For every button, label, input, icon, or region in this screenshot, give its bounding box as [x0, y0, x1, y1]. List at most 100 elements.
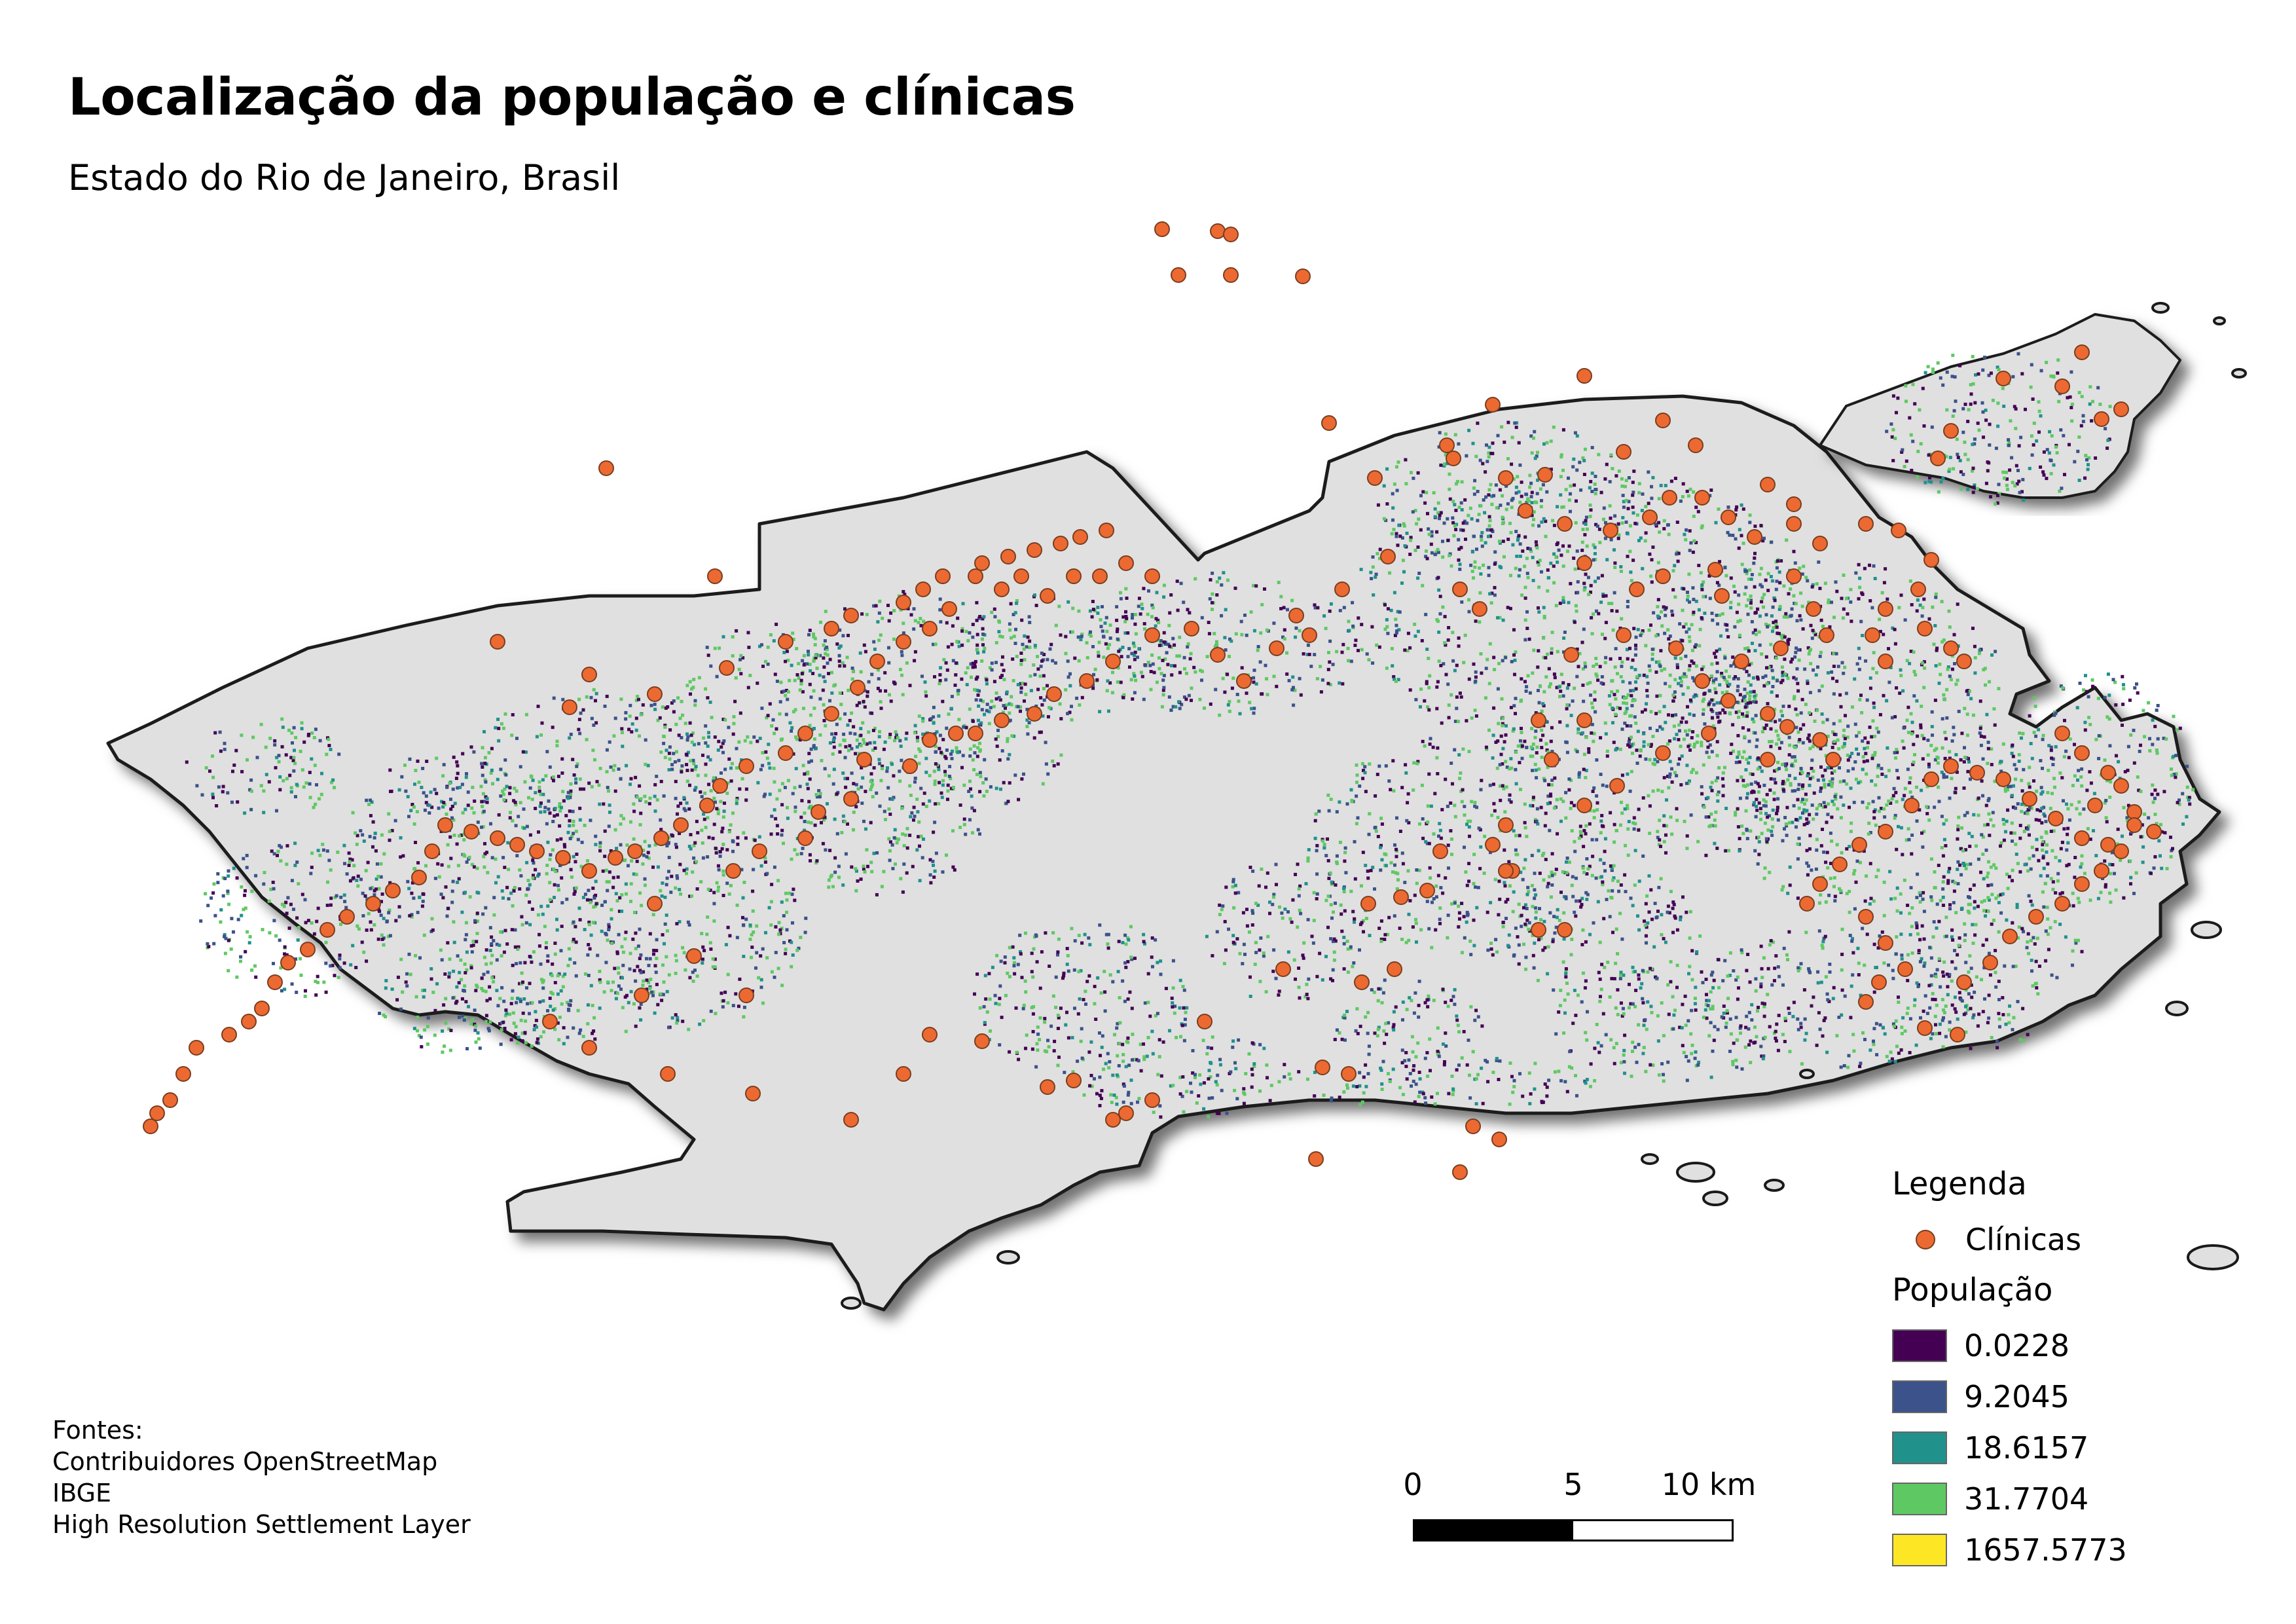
population-pixel [1752, 690, 1756, 693]
population-pixel [1780, 665, 1784, 669]
population-pixel [1703, 612, 1707, 615]
population-pixel [456, 771, 460, 775]
population-pixel [458, 834, 462, 838]
population-pixel [943, 754, 947, 758]
population-pixel [483, 800, 486, 803]
population-pixel [1671, 714, 1674, 717]
population-pixel [1598, 665, 1602, 669]
population-pixel [766, 714, 770, 718]
population-pixel [799, 678, 803, 682]
population-pixel [1619, 570, 1623, 573]
population-pixel [593, 758, 596, 762]
population-pixel [803, 662, 807, 666]
population-pixel [1843, 665, 1847, 669]
population-pixel [1620, 660, 1624, 664]
population-pixel [756, 739, 759, 743]
population-pixel [1565, 741, 1569, 745]
population-pixel [1682, 625, 1686, 629]
population-pixel [806, 786, 810, 790]
population-pixel [2037, 409, 2041, 413]
population-pixel [1131, 697, 1135, 701]
population-pixel [802, 707, 805, 710]
population-pixel [1685, 489, 1689, 493]
population-pixel [1631, 742, 1635, 746]
population-pixel [663, 756, 667, 760]
population-pixel [2017, 444, 2021, 448]
population-pixel [1079, 638, 1083, 642]
population-pixel [619, 697, 623, 701]
population-pixel [1256, 648, 1260, 652]
population-pixel [1436, 576, 1440, 580]
population-pixel [807, 650, 810, 654]
population-pixel [735, 798, 738, 802]
population-pixel [1748, 513, 1752, 517]
population-pixel [1833, 794, 1837, 798]
population-pixel [1183, 667, 1186, 671]
population-pixel [1419, 528, 1423, 532]
population-pixel [1897, 606, 1901, 610]
population-pixel [813, 637, 817, 640]
population-pixel [1775, 811, 1779, 815]
population-pixel [1582, 752, 1586, 756]
population-pixel [1653, 758, 1657, 762]
population-pixel [1632, 816, 1636, 820]
population-pixel [620, 727, 624, 731]
population-pixel [1773, 777, 1776, 781]
population-pixel [1770, 834, 1774, 838]
population-pixel [1400, 536, 1404, 540]
population-pixel [489, 822, 492, 826]
population-pixel [1783, 635, 1787, 639]
population-pixel [1670, 832, 1674, 836]
population-pixel [539, 904, 543, 908]
population-pixel [742, 831, 746, 835]
population-pixel [1981, 757, 1985, 761]
population-pixel [1775, 656, 1778, 660]
population-pixel [1944, 737, 1948, 741]
population-pixel [735, 766, 739, 770]
population-pixel [1501, 540, 1505, 544]
population-pixel [1782, 615, 1786, 619]
population-pixel [1835, 843, 1839, 847]
population-pixel [1536, 451, 1539, 454]
population-pixel [1667, 713, 1670, 717]
population-pixel [1926, 753, 1930, 757]
population-pixel [747, 646, 751, 650]
population-pixel [802, 654, 806, 657]
population-pixel [895, 733, 898, 737]
population-pixel [1085, 655, 1089, 659]
population-pixel [1666, 523, 1670, 526]
population-pixel [1660, 790, 1664, 794]
population-pixel [1775, 742, 1779, 746]
population-pixel [1768, 788, 1772, 792]
population-pixel [1190, 699, 1193, 703]
population-pixel [1630, 744, 1633, 748]
population-pixel [1899, 593, 1903, 597]
population-pixel [1774, 781, 1777, 784]
population-pixel [778, 700, 782, 704]
population-pixel [1054, 623, 1058, 627]
population-pixel [1636, 627, 1640, 631]
population-pixel [1670, 780, 1674, 784]
population-pixel [1249, 610, 1253, 614]
population-pixel [1994, 502, 1997, 506]
population-pixel [1529, 495, 1533, 498]
population-pixel [1747, 761, 1751, 765]
population-pixel [1718, 648, 1722, 651]
population-pixel [972, 744, 976, 748]
population-pixel [1512, 628, 1516, 632]
population-pixel [2121, 724, 2124, 727]
population-pixel [2094, 854, 2098, 858]
population-pixel [537, 830, 540, 834]
population-pixel [1986, 460, 1990, 464]
population-pixel [1811, 583, 1815, 587]
population-pixel [1511, 729, 1515, 733]
population-pixel [1970, 834, 1974, 838]
population-pixel [1863, 747, 1867, 750]
population-pixel [1525, 500, 1529, 504]
population-pixel [1011, 613, 1015, 616]
population-pixel [1188, 611, 1192, 615]
population-pixel [1785, 824, 1789, 828]
population-pixel [818, 733, 822, 737]
population-pixel [1774, 619, 1778, 623]
